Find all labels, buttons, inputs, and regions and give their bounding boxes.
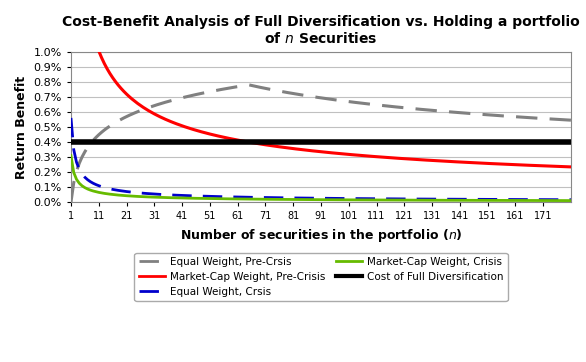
X-axis label: Number of securities in the portfolio ($n$): Number of securities in the portfolio ($…: [179, 227, 462, 244]
Title: Cost-Benefit Analysis of Full Diversification vs. Holding a portfolio
of $n$ Sec: Cost-Benefit Analysis of Full Diversific…: [62, 15, 580, 46]
Y-axis label: Return Benefit: Return Benefit: [15, 75, 28, 178]
Legend: Equal Weight, Pre-Crsis, Market-Cap Weight, Pre-Crisis, Equal Weight, Crsis, Mar: Equal Weight, Pre-Crsis, Market-Cap Weig…: [134, 253, 507, 301]
